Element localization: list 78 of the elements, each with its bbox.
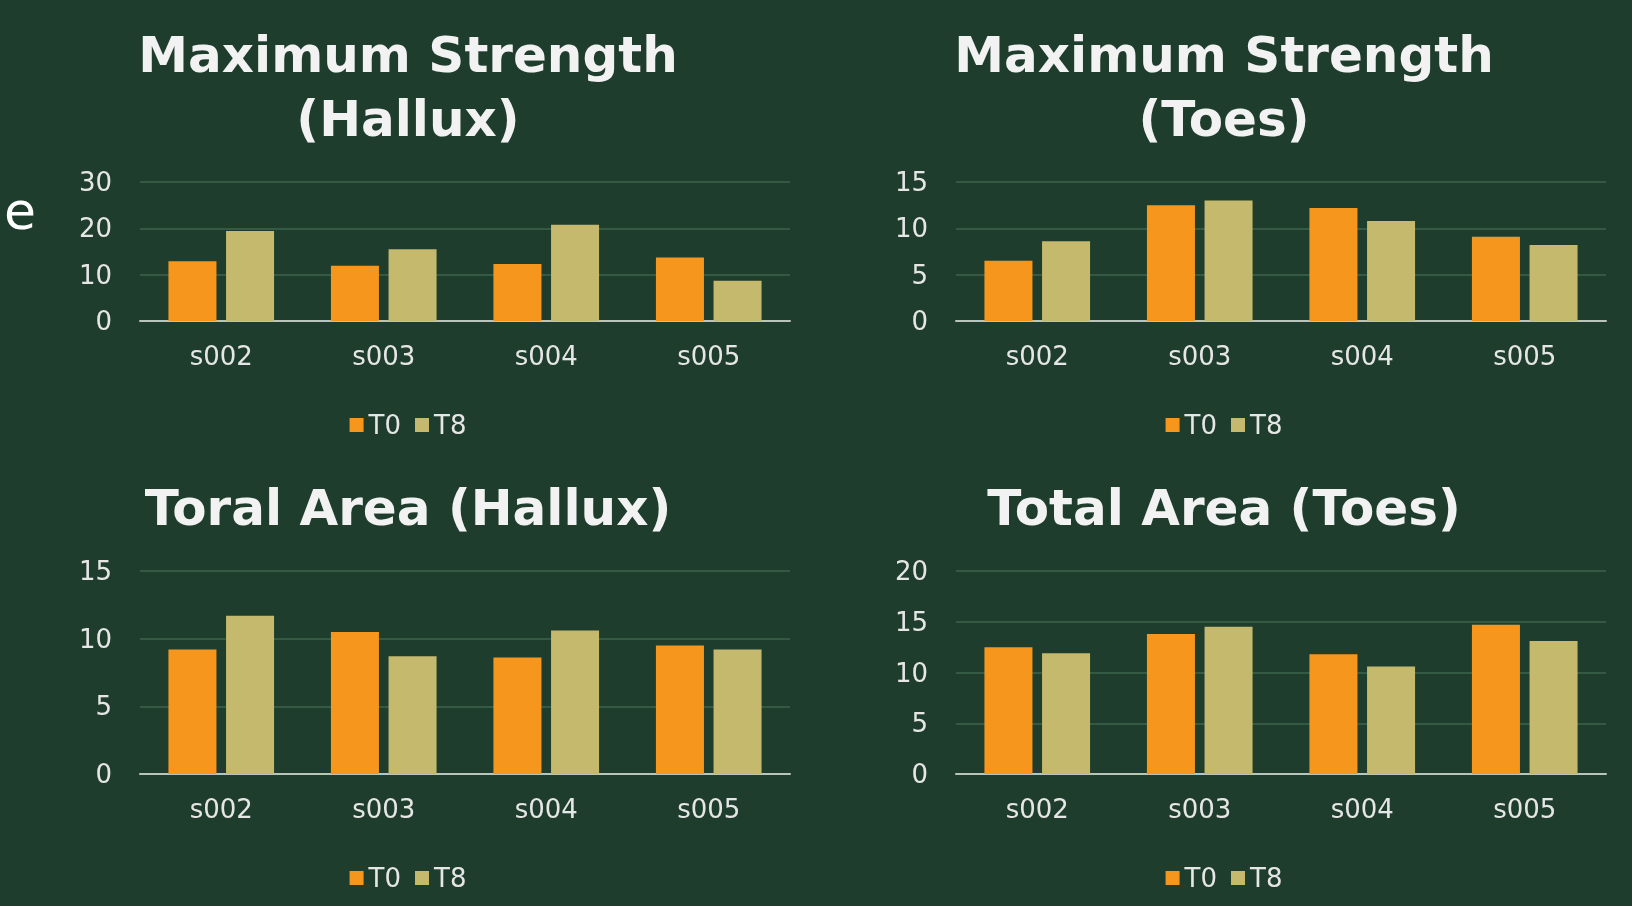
chart-title: Maximum Strength (Toes): [954, 26, 1494, 148]
y-tick-label: 10: [894, 657, 928, 688]
bar: [493, 264, 542, 321]
bar: [551, 224, 600, 321]
bar: [1529, 641, 1578, 774]
bar: [1204, 626, 1253, 774]
x-tick-label: s004: [514, 794, 578, 824]
legend-label: T8: [433, 863, 467, 893]
x-tick-label: s005: [1493, 341, 1557, 371]
bar: [713, 649, 762, 774]
y-tick-label: 15: [894, 167, 928, 197]
y-tick-label: 5: [911, 259, 928, 290]
x-tick-label: s002: [189, 341, 253, 371]
x-tick-label: s004: [1330, 341, 1394, 371]
text: e: [4, 181, 36, 241]
legend-label: T0: [1183, 410, 1218, 440]
legend-label: T8: [1249, 410, 1283, 440]
chart-title: Toral Area (Hallux): [144, 479, 672, 537]
chart-title: Total Area (Toes): [987, 479, 1461, 537]
x-tick-label: s003: [1168, 341, 1232, 371]
y-tick-label: 10: [894, 213, 928, 244]
bar: [330, 631, 379, 774]
x-tick-label: s004: [1330, 794, 1394, 824]
bar: [1367, 220, 1416, 321]
bar: [655, 645, 704, 774]
bar: [1146, 633, 1195, 774]
x-tick-label: s003: [352, 341, 416, 371]
bar: [1146, 205, 1195, 321]
y-tick-label: 5: [95, 691, 112, 722]
x-tick-label: s002: [1005, 341, 1069, 371]
y-tick-label: 0: [95, 306, 112, 336]
bar: [168, 261, 217, 321]
y-tick-label: 5: [911, 708, 928, 739]
bar: [1042, 653, 1091, 774]
y-tick-label: 15: [78, 556, 112, 586]
x-tick-label: s004: [514, 341, 578, 371]
x-tick-label: s003: [352, 794, 416, 824]
y-tick-label: 0: [911, 759, 928, 789]
bar: [713, 280, 762, 321]
bar: [168, 649, 217, 774]
bar: [1309, 207, 1358, 321]
bar: [1204, 200, 1253, 321]
bar: [1042, 241, 1091, 321]
y-tick-label: 10: [78, 623, 112, 654]
x-tick-label: s002: [189, 794, 253, 824]
x-tick-label: s003: [1168, 794, 1232, 824]
x-tick-label: s005: [1493, 794, 1557, 824]
legend-label: T0: [367, 863, 402, 893]
y-tick-label: 20: [894, 556, 928, 586]
bar: [1367, 666, 1416, 774]
bar: [388, 249, 437, 321]
bar: [1471, 624, 1520, 774]
bar: [226, 231, 275, 321]
legend-label: T0: [367, 410, 402, 440]
legend-label: T8: [433, 410, 467, 440]
bar: [551, 630, 600, 774]
y-tick-label: 20: [78, 213, 112, 244]
legend-label: T0: [1183, 863, 1218, 893]
bar: [330, 265, 379, 321]
bar: [1471, 236, 1520, 321]
x-tick-label: s002: [1005, 794, 1069, 824]
x-tick-label: s005: [677, 794, 741, 824]
bar: [984, 260, 1033, 321]
y-tick-label: 0: [911, 306, 928, 336]
y-tick-label: 10: [78, 259, 112, 290]
y-tick-label: 30: [78, 167, 112, 197]
bar: [226, 615, 275, 774]
chart-title: Maximum Strength (Hallux): [138, 26, 678, 148]
bar: [655, 257, 704, 321]
y-tick-label: 0: [95, 759, 112, 789]
bar: [984, 647, 1033, 774]
bar: [493, 657, 542, 774]
bar: [1529, 245, 1578, 321]
legend-label: T8: [1249, 863, 1283, 893]
bar: [1309, 654, 1358, 774]
bar: [388, 656, 437, 774]
y-tick-label: 15: [894, 606, 928, 637]
x-tick-label: s005: [677, 341, 741, 371]
